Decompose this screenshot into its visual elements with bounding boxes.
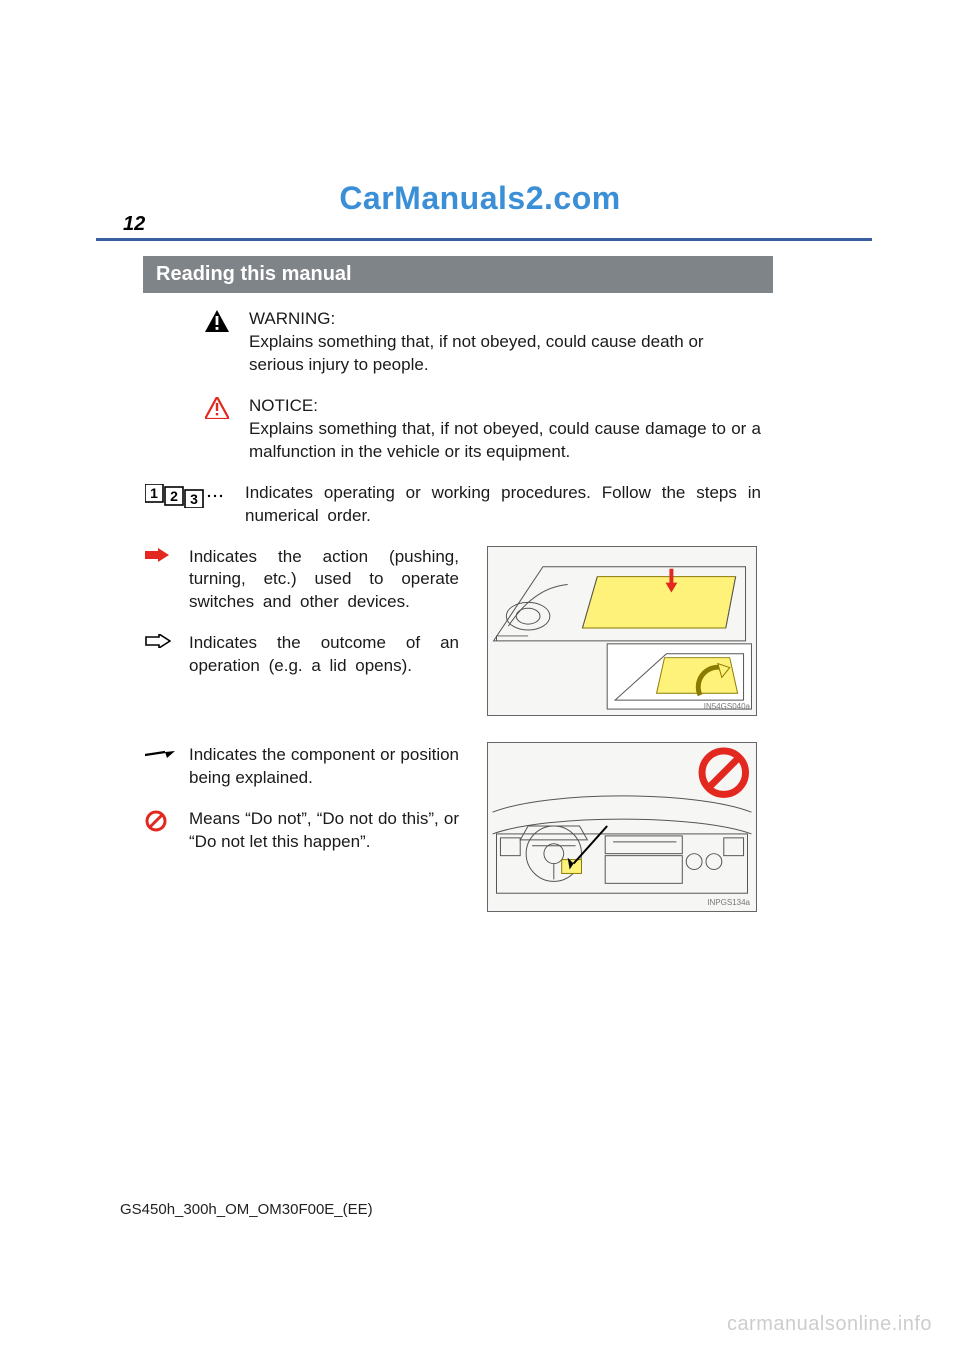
row-donot: Means “Do not”, “Do not do this”, or “Do…: [145, 808, 459, 854]
svg-text:3: 3: [190, 491, 198, 507]
section-title: Reading this manual: [156, 263, 352, 285]
notice-text: NOTICE: Explains something that, if not …: [249, 395, 761, 464]
watermark-bottom: carmanualsonline.info: [727, 1313, 932, 1336]
component-arrow-icon: [145, 744, 189, 760]
illustration-console-code: IN54GS040a: [704, 702, 750, 711]
row-component: Indicates the component or position bein…: [145, 744, 459, 790]
notice-icon: [205, 395, 249, 419]
row-action: Indicates the action (pushing, turning, …: [145, 546, 459, 615]
page: CarManuals2.com 12 Reading this manual W…: [0, 0, 960, 1358]
warning-title: WARNING:: [249, 308, 761, 331]
warning-icon: [205, 308, 249, 332]
steps-icon: 1 2 3: [145, 482, 245, 508]
row-warning: WARNING: Explains something that, if not…: [145, 308, 761, 377]
illustration-dashboard: INPGS134a: [487, 742, 757, 912]
outcome-arrow-icon: [145, 632, 189, 648]
steps-text: Indicates operating or working procedure…: [245, 482, 761, 528]
svg-text:2: 2: [170, 488, 178, 504]
action-text: Indicates the action (pushing, turning, …: [189, 546, 459, 615]
warning-text: WARNING: Explains something that, if not…: [249, 308, 761, 377]
prohibit-icon: [145, 808, 189, 832]
notice-body: Explains something that, if not obeyed, …: [249, 419, 761, 461]
section-title-bar: Reading this manual: [143, 256, 773, 293]
component-text: Indicates the component or position bein…: [189, 744, 459, 790]
content-area: WARNING: Explains something that, if not…: [145, 308, 761, 938]
row-outcome: Indicates the outcome of an operation (e…: [145, 632, 459, 678]
warning-body: Explains something that, if not obeyed, …: [249, 332, 704, 374]
document-code: GS450h_300h_OM_OM30F00E_(EE): [120, 1201, 373, 1218]
illustration-dashboard-code: INPGS134a: [707, 898, 750, 907]
row-notice: NOTICE: Explains something that, if not …: [145, 395, 761, 464]
row-steps: 1 2 3 Indicates operating or working pro: [145, 482, 761, 528]
two-column-region: Indicates the action (pushing, turning, …: [145, 546, 761, 938]
outcome-text: Indicates the outcome of an operation (e…: [189, 632, 459, 678]
illustration-console: IN54GS040a: [487, 546, 757, 716]
watermark-top: CarManuals2.com: [339, 180, 620, 217]
action-arrow-icon: [145, 546, 189, 562]
header-rule: [96, 238, 872, 241]
notice-title: NOTICE:: [249, 395, 761, 418]
donot-text: Means “Do not”, “Do not do this”, or “Do…: [189, 808, 459, 854]
page-number: 12: [123, 213, 145, 236]
svg-text:1: 1: [150, 485, 158, 501]
